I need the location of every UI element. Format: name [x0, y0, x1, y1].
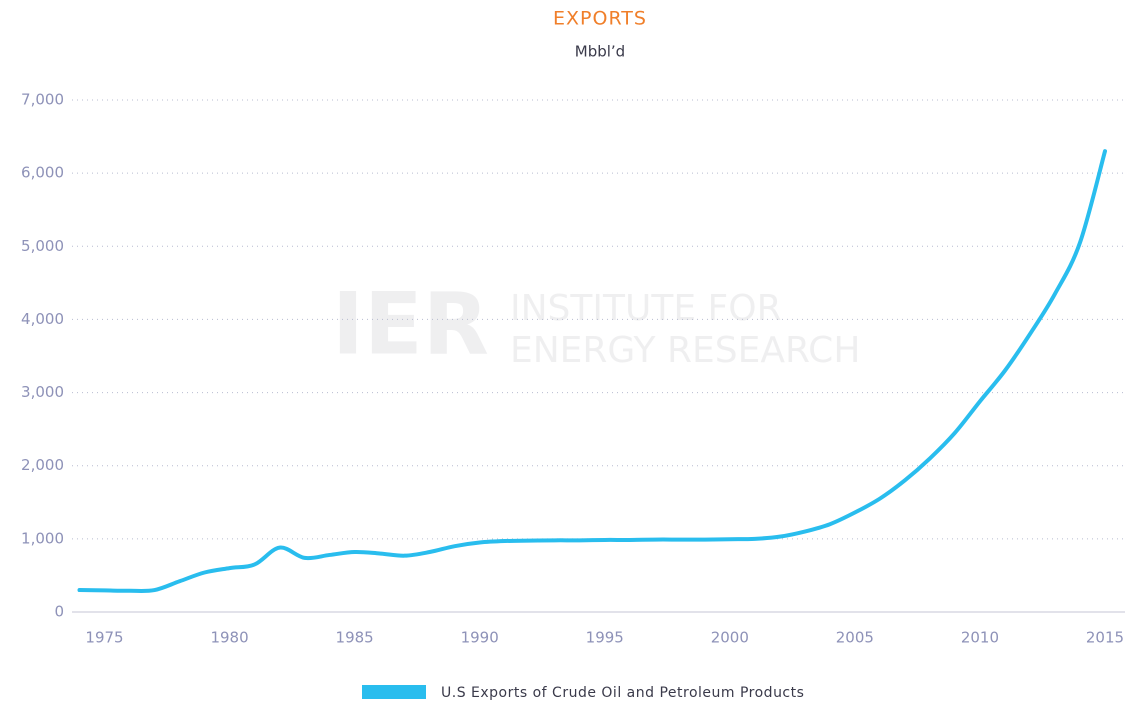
y-tick-label: 2,000: [21, 456, 64, 474]
y-tick-label: 1,000: [21, 529, 64, 547]
y-tick-label: 0: [54, 603, 64, 621]
x-tick-label: 2010: [961, 629, 999, 647]
data-line: [77, 149, 1107, 593]
x-tick-label: 2005: [836, 629, 874, 647]
watermark-mark: IER: [332, 274, 489, 374]
y-tick-label: 6,000: [21, 164, 64, 182]
y-tick-label: 5,000: [21, 237, 64, 255]
x-tick-label: 2015: [1086, 629, 1124, 647]
chart-subtitle: Mbbl’d: [575, 43, 625, 61]
y-tick-label: 3,000: [21, 383, 64, 401]
x-tick-label: 1980: [210, 629, 248, 647]
watermark-line: INSTITUTE FOR: [510, 288, 782, 329]
y-tick-label: 7,000: [21, 91, 64, 109]
x-tick-label: 2000: [711, 629, 749, 647]
x-tick-label: 1985: [336, 629, 374, 647]
x-tick-label: 1995: [586, 629, 624, 647]
legend-label: U.S Exports of Crude Oil and Petroleum P…: [441, 685, 804, 701]
x-tick-label: 1975: [85, 629, 123, 647]
x-tick-label: 1990: [461, 629, 499, 647]
watermark-line: ENERGY RESEARCH: [510, 330, 860, 371]
legend-swatch: [362, 685, 426, 699]
chart-title: EXPORTS: [553, 8, 647, 30]
watermark: IER INSTITUTE FOR ENERGY RESEARCH: [332, 274, 860, 374]
y-tick-label: 4,000: [21, 310, 64, 328]
